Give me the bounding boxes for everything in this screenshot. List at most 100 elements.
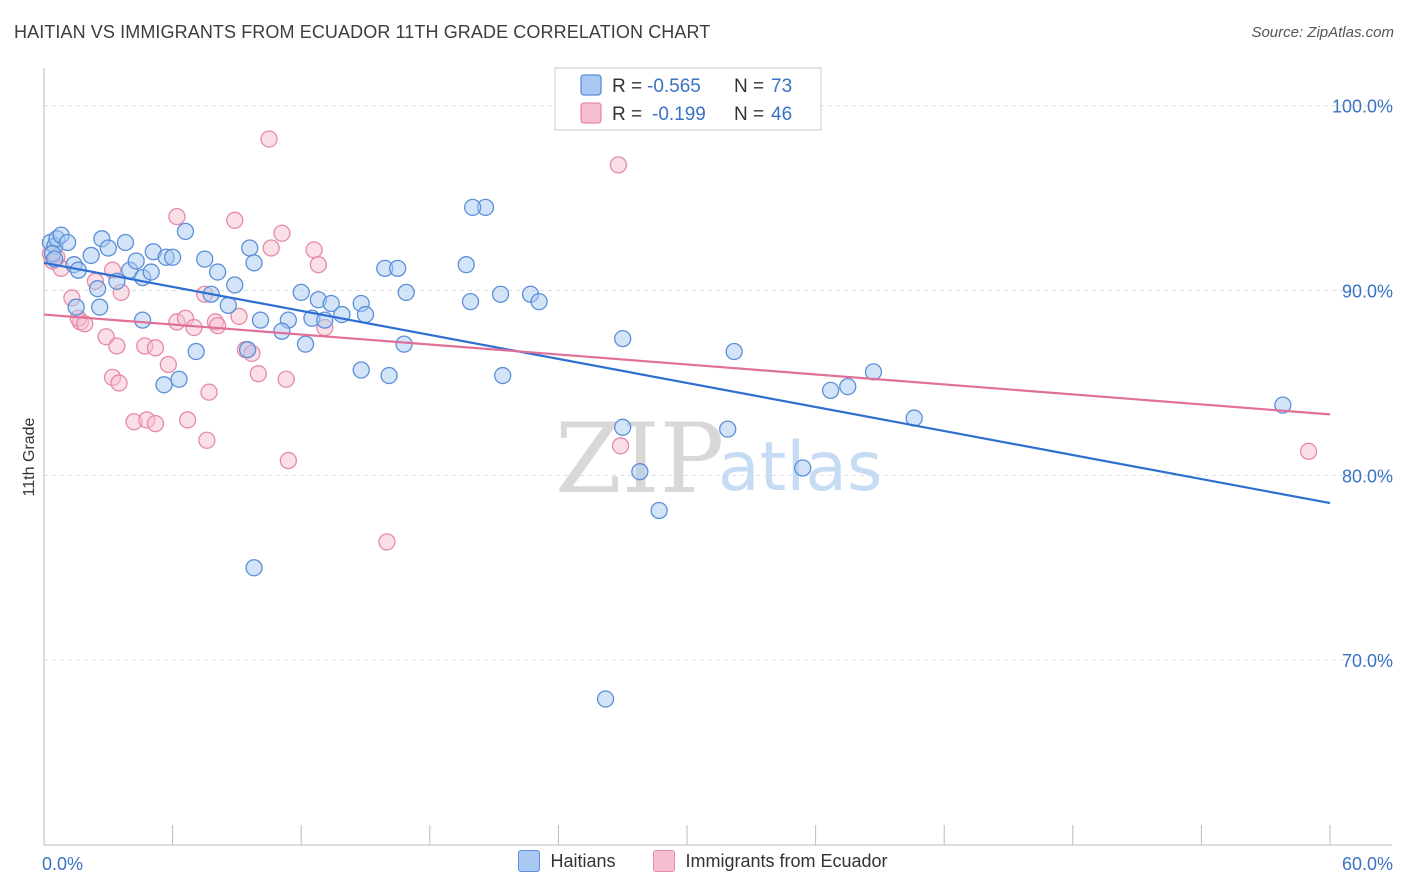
- point-haitians-28: [292, 283, 310, 302]
- point-ecuador-35: [277, 370, 295, 388]
- point-haitians-10: [88, 280, 107, 298]
- point-haitians-72: [650, 501, 668, 520]
- point-haitians-64: [725, 342, 743, 361]
- point-haitians-23: [196, 250, 214, 268]
- point-ecuador-32: [309, 256, 327, 274]
- trend-lines: [43, 261, 1331, 505]
- point-ecuador-23: [208, 317, 227, 335]
- legend-n-label-2: N =: [734, 104, 764, 125]
- point-ecuador-42: [198, 431, 216, 449]
- series-haitians-points: [41, 198, 1292, 708]
- point-ecuador-34: [260, 130, 278, 148]
- point-haitians-62: [155, 376, 173, 394]
- point-haitians-18: [142, 263, 160, 281]
- point-haitians-35: [457, 256, 475, 274]
- point-haitians-43: [91, 298, 109, 316]
- legend-item-ecuador: Immigrants from Ecuador: [653, 850, 888, 872]
- legend-label-ecuador: Immigrants from Ecuador: [685, 850, 888, 871]
- watermark: ZIP atlas: [555, 403, 882, 515]
- point-haitians-22: [176, 222, 195, 241]
- point-haitians-44: [133, 311, 152, 329]
- point-ecuador-10: [108, 337, 126, 355]
- point-ecuador-25: [230, 307, 248, 326]
- point-haitians-27: [245, 254, 263, 272]
- tick-labels: 100.0% 90.0% 80.0% 70.0% 0.0% 60.0%: [42, 97, 1393, 874]
- point-ecuador-40: [146, 414, 165, 433]
- legend-r-value-1: -0.565: [647, 76, 701, 97]
- point-haitians-26: [241, 239, 259, 257]
- legend-bottom-swatch-haitians: [518, 850, 541, 872]
- point-haitians-58: [352, 361, 370, 379]
- point-ecuador-47: [1299, 442, 1318, 460]
- y-tick-label-2: 80.0%: [1342, 466, 1393, 486]
- point-haitians-33: [388, 259, 407, 278]
- point-haitians-63: [614, 329, 632, 348]
- point-haitians-57: [395, 335, 413, 353]
- point-ecuador-41: [178, 411, 197, 429]
- legend-r-label-1: R =: [612, 76, 642, 97]
- x-tick-label-0: 0.0%: [42, 854, 83, 874]
- point-haitians-75: [245, 559, 263, 577]
- point-haitians-46: [219, 296, 237, 314]
- point-haitians-53: [273, 322, 291, 340]
- point-haitians-40: [530, 292, 548, 311]
- legend-bottom: Haitians Immigrants from Ecuador: [0, 850, 1406, 872]
- legend-r-value-2: -0.199: [652, 104, 706, 125]
- y-tick-label-0: 100.0%: [1332, 97, 1393, 117]
- point-ecuador-21: [200, 383, 218, 401]
- point-ecuador-15: [159, 355, 177, 374]
- point-haitians-25: [226, 276, 244, 294]
- point-ecuador-30: [273, 224, 291, 242]
- point-haitians-76: [596, 690, 615, 708]
- legend-top: R = -0.565 N = 73 R = -0.199 N = 46: [554, 67, 822, 131]
- legend-item-haitians: Haitians: [518, 850, 615, 872]
- point-haitians-47: [251, 311, 270, 329]
- legend-n-label-1: N =: [734, 76, 764, 97]
- point-haitians-16: [127, 252, 145, 270]
- point-ecuador-29: [262, 239, 280, 257]
- point-haitians-73: [794, 459, 812, 477]
- point-haitians-42: [67, 298, 85, 316]
- point-haitians-56: [296, 335, 315, 353]
- point-haitians-61: [170, 370, 188, 388]
- point-haitians-55: [187, 342, 205, 361]
- legend-n-value-1: 73: [771, 76, 792, 97]
- watermark-zip: ZIP: [555, 403, 724, 515]
- point-haitians-24: [208, 263, 227, 281]
- legend-swatch-ecuador: [580, 102, 602, 124]
- legend-bottom-swatch-ecuador: [653, 850, 676, 872]
- point-ecuador-44: [378, 533, 396, 551]
- point-ecuador-18: [168, 207, 186, 226]
- point-haitians-34: [397, 283, 415, 302]
- point-haitians-21: [163, 248, 182, 266]
- point-haitians-60: [494, 366, 512, 385]
- legend-n-value-2: 46: [771, 104, 792, 125]
- y-tick-label-1: 90.0%: [1342, 282, 1393, 302]
- gridlines: [44, 105, 1392, 661]
- point-haitians-59: [380, 366, 398, 385]
- point-haitians-4: [58, 233, 77, 252]
- point-ecuador-46: [611, 437, 630, 455]
- point-haitians-14: [116, 233, 135, 252]
- point-ecuador-43: [279, 451, 297, 470]
- point-haitians-41: [464, 198, 482, 217]
- trend-line-haitians: [43, 261, 1331, 505]
- source-label: Source: ZipAtlas.com: [1251, 24, 1394, 41]
- point-haitians-54: [238, 341, 257, 359]
- point-haitians-65: [821, 381, 840, 399]
- point-haitians-38: [491, 285, 510, 303]
- point-haitians-51: [322, 294, 340, 313]
- point-ecuador-24: [226, 211, 244, 229]
- point-haitians-31: [356, 305, 375, 324]
- point-ecuador-7: [76, 315, 94, 333]
- legend-swatch-haitians: [580, 74, 602, 96]
- point-ecuador-28: [249, 365, 267, 383]
- axes: [43, 68, 1392, 846]
- point-haitians-70: [614, 418, 632, 436]
- point-haitians-69: [719, 420, 737, 438]
- legend-label-haitians: Haitians: [550, 850, 616, 871]
- legend-r-label-2: R =: [612, 104, 642, 125]
- point-ecuador-45: [609, 156, 628, 174]
- y-axis-label: 11th Grade: [21, 417, 38, 496]
